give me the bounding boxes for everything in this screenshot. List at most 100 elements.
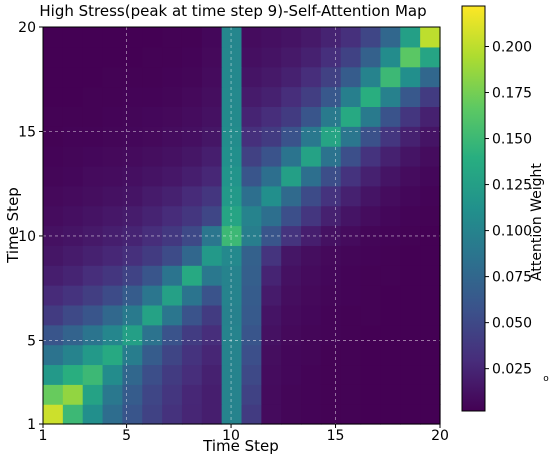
heatmap-cell — [162, 404, 183, 425]
heatmap-cell — [122, 146, 143, 167]
heatmap-cell — [420, 146, 441, 167]
heatmap-cell — [162, 126, 183, 147]
heatmap-cell — [400, 245, 421, 266]
heatmap-cell — [181, 384, 203, 405]
heatmap-cell — [62, 146, 84, 167]
heatmap-cell — [162, 285, 183, 306]
heatmap-cell — [301, 364, 322, 385]
heatmap-cell — [360, 86, 382, 107]
heatmap-cell — [281, 86, 302, 107]
heatmap-cell — [400, 126, 421, 147]
heatmap-cell — [43, 344, 64, 366]
heatmap-cell — [281, 404, 302, 425]
heatmap-cell — [281, 205, 302, 227]
heatmap-cell — [261, 324, 282, 346]
heatmap-cell — [162, 106, 183, 127]
heatmap-cell — [301, 245, 322, 266]
heatmap-cell — [241, 324, 262, 346]
heatmap-cell — [221, 27, 243, 48]
heatmap-cell — [320, 304, 342, 326]
heatmap-cell — [162, 225, 183, 246]
heatmap-cell — [360, 165, 382, 187]
heatmap-cell — [102, 185, 123, 207]
heatmap-cell — [43, 364, 64, 385]
heatmap-cell — [122, 344, 143, 366]
heatmap-cell — [241, 86, 262, 107]
heatmap-cell — [122, 304, 143, 326]
heatmap-cell — [281, 46, 302, 68]
heatmap-cell — [221, 364, 243, 385]
heatmap-cell — [380, 285, 401, 306]
heatmap-cell — [420, 285, 441, 306]
y-tick-label: 15 — [18, 124, 36, 140]
heatmap-cell — [320, 205, 342, 227]
heatmap-cell — [241, 245, 262, 266]
heatmap-cell — [142, 27, 163, 48]
heatmap-cell — [162, 205, 183, 227]
heatmap-cell — [43, 265, 64, 286]
heatmap-cell — [82, 205, 104, 227]
heatmap-cell — [320, 126, 342, 147]
heatmap-cell — [340, 86, 362, 107]
heatmap-cell — [43, 66, 64, 88]
heatmap-cell — [82, 324, 104, 346]
heatmap-cell — [340, 27, 362, 48]
heatmap-cell — [142, 185, 163, 207]
heatmap-cell — [201, 27, 223, 48]
heatmap-cell — [360, 324, 382, 346]
heatmap-cell — [301, 205, 322, 227]
heatmap-cell — [162, 146, 183, 167]
heatmap-cell — [221, 245, 243, 266]
heatmap-cell — [380, 185, 401, 207]
heatmap-cell — [221, 344, 243, 366]
heatmap-cell — [320, 165, 342, 187]
heatmap-cell — [281, 285, 302, 306]
heatmap-cell — [82, 185, 104, 207]
heatmap-cell — [420, 106, 441, 127]
heatmap-cell — [360, 27, 382, 48]
heatmap-cell — [281, 265, 302, 286]
heatmap-cell — [82, 344, 104, 366]
heatmap-cell — [221, 106, 243, 127]
heatmap-cell — [162, 86, 183, 107]
heatmap-cell — [380, 106, 401, 127]
x-tick-label: 1 — [39, 428, 48, 444]
heatmap-cell — [142, 146, 163, 167]
heatmap-cell — [241, 265, 262, 286]
heatmap-cell — [102, 225, 123, 246]
heatmap-cell — [43, 106, 64, 127]
heatmap-cell — [340, 304, 362, 326]
heatmap-cell — [340, 205, 362, 227]
heatmap-cell — [241, 146, 262, 167]
heatmap-cell — [181, 106, 203, 127]
heatmap-cell — [62, 185, 84, 207]
colorbar — [461, 5, 486, 412]
heatmap-cell — [320, 46, 342, 68]
heatmap-cell — [261, 27, 282, 48]
heatmap-cell — [181, 404, 203, 425]
heatmap-cell — [400, 106, 421, 127]
heatmap-cell — [181, 304, 203, 326]
heatmap-cell — [261, 404, 282, 425]
heatmap-cell — [181, 324, 203, 346]
heatmap-cell — [102, 384, 123, 405]
heatmap-cell — [320, 344, 342, 366]
heatmap-cell — [122, 46, 143, 68]
heatmap-cell — [142, 404, 163, 425]
heatmap-cell — [420, 304, 441, 326]
heatmap-cell — [301, 66, 322, 88]
heatmap-cell — [142, 205, 163, 227]
heatmap-cell — [221, 304, 243, 326]
heatmap-cell — [43, 245, 64, 266]
heatmap-cell — [241, 66, 262, 88]
heatmap-cell — [122, 86, 143, 107]
x-tick-label: 10 — [222, 428, 240, 444]
heatmap-cell — [301, 225, 322, 246]
x-tick-label: 5 — [122, 428, 131, 444]
heatmap-cell — [340, 185, 362, 207]
heatmap-cell — [340, 285, 362, 306]
heatmap-cell — [43, 185, 64, 207]
heatmap-cell — [281, 364, 302, 385]
heatmap-cell — [340, 265, 362, 286]
